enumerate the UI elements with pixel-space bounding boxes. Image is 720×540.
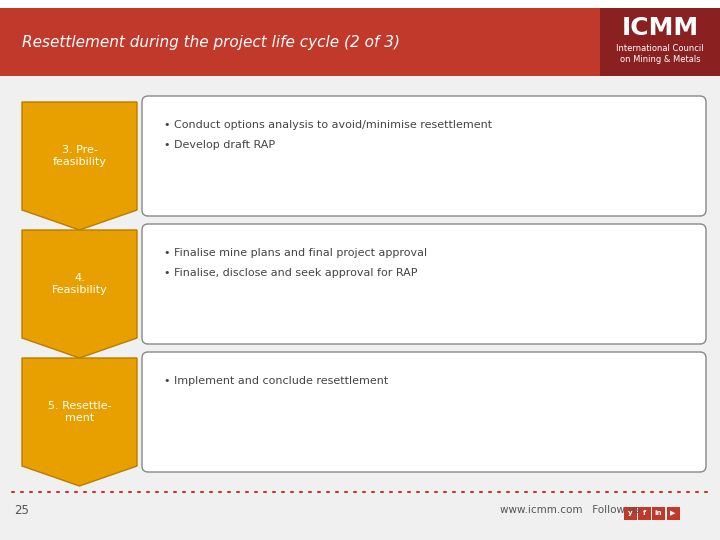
Polygon shape — [22, 358, 137, 486]
FancyBboxPatch shape — [637, 507, 650, 519]
Text: Resettlement during the project life cycle (2 of 3): Resettlement during the project life cyc… — [22, 35, 400, 50]
Text: y: y — [628, 510, 632, 516]
Text: 25: 25 — [14, 503, 29, 516]
FancyBboxPatch shape — [142, 224, 706, 344]
Text: ▶: ▶ — [670, 510, 675, 516]
Text: f: f — [642, 510, 646, 516]
Text: in: in — [654, 510, 662, 516]
Text: 5. Resettle-
ment: 5. Resettle- ment — [48, 401, 112, 423]
Bar — [0, 8, 720, 76]
Text: • Conduct options analysis to avoid/minimise resettlement: • Conduct options analysis to avoid/mini… — [164, 120, 492, 130]
Polygon shape — [22, 230, 137, 358]
Text: • Finalise, disclose and seek approval for RAP: • Finalise, disclose and seek approval f… — [164, 268, 418, 278]
Text: 3. Pre-
feasibility: 3. Pre- feasibility — [53, 145, 107, 167]
Text: www.icmm.com   Follow us: www.icmm.com Follow us — [500, 505, 640, 515]
FancyBboxPatch shape — [142, 96, 706, 216]
Polygon shape — [22, 102, 137, 230]
FancyBboxPatch shape — [652, 507, 665, 519]
Text: International Council
on Mining & Metals: International Council on Mining & Metals — [616, 44, 704, 64]
Bar — [0, 0, 720, 8]
Text: • Develop draft RAP: • Develop draft RAP — [164, 140, 275, 150]
FancyBboxPatch shape — [667, 507, 680, 519]
Text: • Implement and conclude resettlement: • Implement and conclude resettlement — [164, 376, 388, 386]
FancyBboxPatch shape — [624, 507, 636, 519]
FancyBboxPatch shape — [142, 352, 706, 472]
Bar — [600, 8, 720, 76]
Text: • Finalise mine plans and final project approval: • Finalise mine plans and final project … — [164, 248, 427, 258]
Bar — [0, 76, 720, 492]
Text: ICMM: ICMM — [621, 16, 698, 40]
Text: 4.
Feasibility: 4. Feasibility — [52, 273, 107, 295]
